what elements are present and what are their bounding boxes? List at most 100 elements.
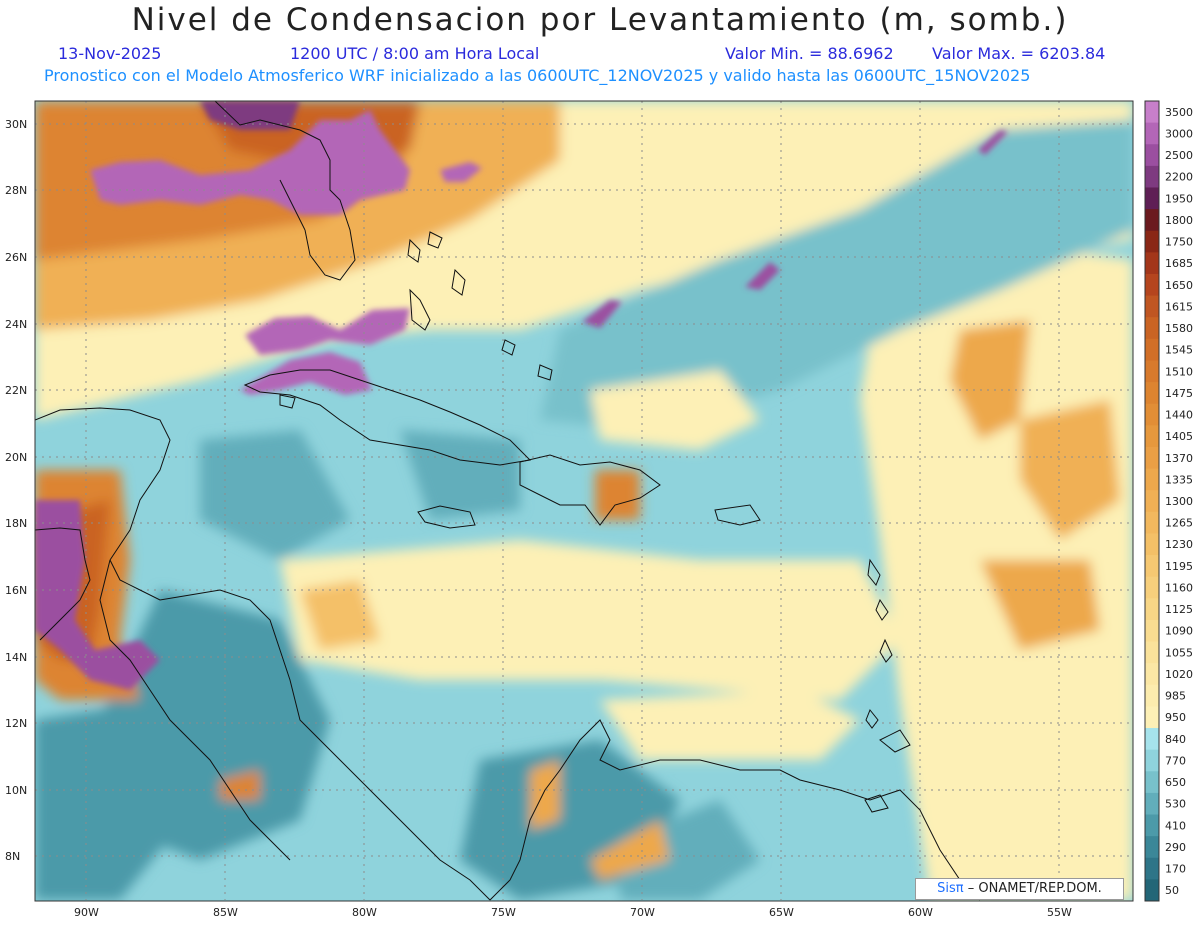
colorbar-swatch (1145, 728, 1159, 751)
lat-label: 18N (5, 517, 27, 530)
credit-box: Sisπ – ONAMET/REP.DOM. (915, 878, 1124, 900)
colorbar-swatch (1145, 598, 1159, 621)
colorbar-swatch (1145, 165, 1159, 188)
lat-label: 30N (5, 118, 27, 131)
colorbar-label: 1160 (1165, 581, 1193, 594)
map-frame (34, 100, 1134, 902)
colorbar-swatch (1145, 490, 1159, 513)
colorbar-label: 1800 (1165, 214, 1193, 227)
colorbar-label: 1265 (1165, 517, 1193, 530)
colorbar-swatch (1145, 468, 1159, 491)
colorbar-label: 770 (1165, 754, 1186, 767)
time-label: 1200 UTC / 8:00 am Hora Local (290, 44, 540, 63)
colorbar-label: 1020 (1165, 668, 1193, 681)
colorbar-swatch (1145, 360, 1159, 383)
colorbar-swatch (1145, 663, 1159, 686)
colorbar-swatch (1145, 684, 1159, 707)
colorbar-swatch (1145, 230, 1159, 253)
colorbar-label: 1615 (1165, 300, 1193, 313)
lat-label: 8N (5, 850, 20, 863)
colorbar-label: 3500 (1165, 106, 1193, 119)
colorbar-label: 170 (1165, 863, 1186, 876)
colorbar-label: 1405 (1165, 430, 1193, 443)
colorbar-label: 1370 (1165, 452, 1193, 465)
colorbar-label: 1545 (1165, 344, 1193, 357)
lon-label: 60W (908, 906, 933, 919)
forecast-label: Pronostico con el Modelo Atmosferico WRF… (44, 66, 1031, 85)
lon-label: 85W (213, 906, 238, 919)
colorbar-swatch (1145, 619, 1159, 643)
lon-label: 75W (491, 906, 516, 919)
colorbar-swatch (1145, 122, 1159, 145)
colorbar-swatch (1145, 403, 1159, 426)
credit-org: – ONAMET/REP.DOM. (967, 881, 1102, 896)
colorbar-swatch (1145, 749, 1159, 772)
colorbar-swatch (1145, 533, 1159, 556)
sispi-logo: Sisπ (937, 881, 964, 896)
colorbar-swatch (1145, 187, 1159, 210)
colorbar-swatch (1145, 771, 1159, 794)
colorbar-swatch (1145, 857, 1159, 880)
colorbar-frame (1144, 100, 1160, 902)
colorbar-label: 1125 (1165, 603, 1193, 616)
colorbar-swatch (1145, 706, 1159, 729)
colorbar-swatch (1145, 101, 1159, 124)
colorbar-label: 1300 (1165, 495, 1193, 508)
colorbar-label: 1440 (1165, 409, 1193, 422)
colorbar-swatch (1145, 144, 1159, 167)
colorbar-label: 290 (1165, 841, 1186, 854)
max-value-label: Valor Max. = 6203.84 (932, 44, 1106, 63)
colorbar-swatch (1145, 382, 1159, 405)
colorbar-swatch (1145, 317, 1159, 340)
colorbar-swatch (1145, 576, 1159, 599)
colorbar-label: 1055 (1165, 646, 1193, 659)
colorbar-swatch (1145, 425, 1159, 448)
lat-label: 20N (5, 451, 27, 464)
colorbar-swatch (1145, 446, 1159, 470)
colorbar-label: 1335 (1165, 473, 1193, 486)
colorbar-swatch (1145, 338, 1159, 361)
colorbar-label: 1950 (1165, 192, 1193, 205)
min-value-label: Valor Min. = 88.6962 (725, 44, 894, 63)
colorbar-label: 1510 (1165, 365, 1193, 378)
map-title: Nivel de Condensacion por Levantamiento … (131, 2, 1069, 38)
lon-label: 80W (352, 906, 377, 919)
colorbar-label: 1090 (1165, 625, 1193, 638)
colorbar-label: 1580 (1165, 322, 1193, 335)
lat-label: 14N (5, 651, 27, 664)
colorbar-label: 1475 (1165, 387, 1193, 400)
colorbar-label: 2500 (1165, 149, 1193, 162)
colorbar-swatch (1145, 792, 1159, 816)
graticule (35, 101, 1133, 900)
colorbar-label: 950 (1165, 711, 1186, 724)
coastlines (35, 101, 981, 901)
colorbar-swatch (1145, 209, 1159, 232)
colorbar-swatch (1145, 252, 1159, 275)
colorbar-label: 2200 (1165, 171, 1193, 184)
lat-label: 22N (5, 384, 27, 397)
colorbar-swatch (1145, 836, 1159, 859)
colorbar-label: 840 (1165, 733, 1186, 746)
colorbar: 3500 3000 2500 2200 1950 1800 1750 1685 1650 1615… (1144, 100, 1193, 902)
colorbar-label: 3000 (1165, 127, 1193, 140)
date-label: 13-Nov-2025 (58, 44, 162, 63)
lat-label: 12N (5, 717, 27, 730)
lat-label: 10N (5, 784, 27, 797)
colorbar-label: 650 (1165, 776, 1186, 789)
lon-label: 65W (769, 906, 794, 919)
colorbar-label: 1230 (1165, 538, 1193, 551)
colorbar-swatch (1145, 273, 1159, 297)
lon-label: 70W (630, 906, 655, 919)
lat-label: 24N (5, 318, 27, 331)
lon-label: 55W (1047, 906, 1072, 919)
colorbar-swatch (1145, 295, 1159, 318)
colorbar-label: 1685 (1165, 257, 1193, 270)
colorbar-swatch (1145, 555, 1159, 578)
colorbar-swatch (1145, 879, 1159, 902)
colorbar-swatch (1145, 814, 1159, 837)
lat-label: 28N (5, 184, 27, 197)
colorbar-label: 530 (1165, 798, 1186, 811)
lcl-field (35, 101, 1133, 901)
colorbar-label: 50 (1165, 884, 1179, 897)
